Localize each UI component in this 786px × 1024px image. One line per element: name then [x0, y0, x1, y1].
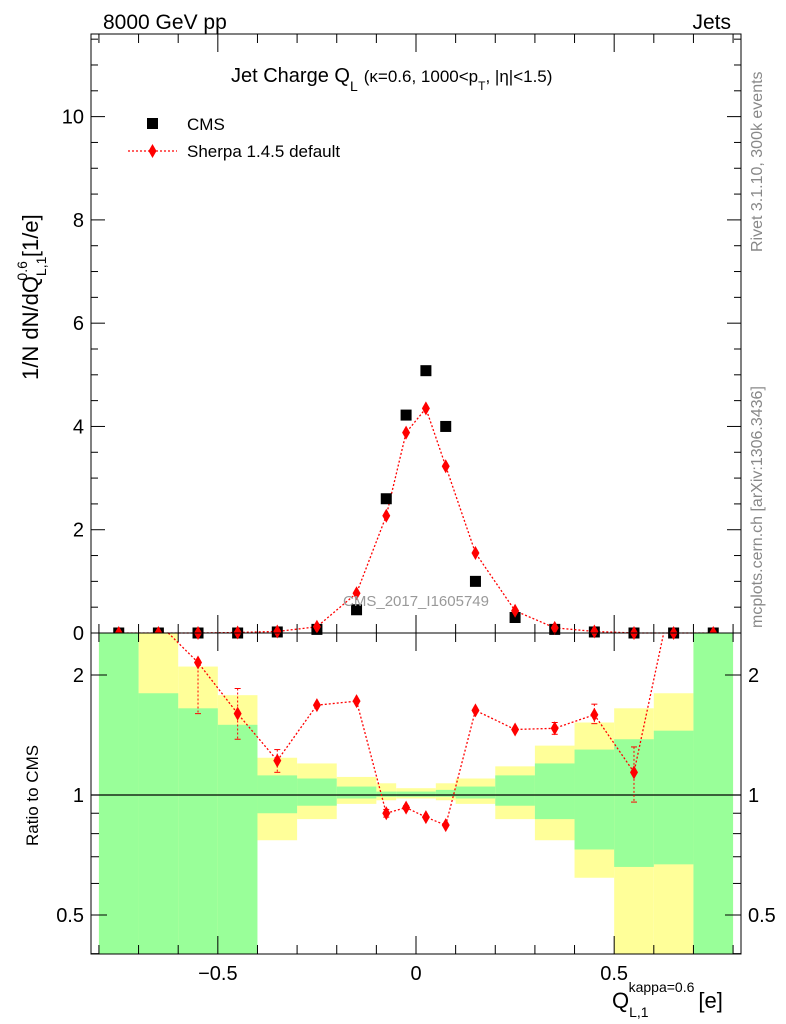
ratio-point — [471, 703, 480, 718]
ratio-point — [421, 810, 430, 825]
band-inner-bin — [178, 708, 218, 954]
main-y-tick-label: 0 — [73, 623, 84, 645]
ratio-point — [312, 698, 321, 713]
main-y-tick-labels: 0 2 4 6 8 10 — [62, 107, 84, 645]
sherpa-point — [471, 545, 480, 560]
sherpa-point — [273, 624, 282, 639]
band-inner-bin — [416, 791, 436, 797]
sherpa-point — [402, 425, 411, 440]
ratio-y-tick-labels: 0.5 0.5 1 1 2 2 — [56, 665, 776, 927]
ratio-y-tick-label: 1 — [73, 785, 84, 807]
ratio-point — [194, 655, 203, 670]
ratio-frame — [90, 632, 742, 955]
ratio-point — [233, 706, 242, 721]
sherpa-point — [352, 586, 361, 601]
band-inner-bin — [98, 633, 139, 954]
legend-marker-sherpa — [148, 144, 157, 158]
sherpa-point — [233, 625, 242, 640]
ratio-y-axis-label: Ratio to CMS — [23, 745, 42, 846]
main-y-tick-label: 4 — [73, 416, 84, 438]
x-tick-label: −0.5 — [198, 963, 237, 985]
main-y-axis-label: 1/N dN/dQL,10.6[1/e] — [14, 214, 49, 380]
band-inner-bin — [138, 693, 179, 954]
ratio-panel: 0.5 0.5 1 1 2 2 −0.5 0 0.5 Ratio to CMS QL,1kap… — [23, 632, 776, 1020]
main-y-tick-label: 2 — [73, 520, 84, 542]
cms-point — [440, 420, 452, 432]
ratio-point — [273, 753, 282, 768]
rivet-label: Rivet 3.1.10, 300k events — [749, 71, 766, 252]
main-panel: 0 2 4 6 8 10 Jet Charge QL (κ=0.6, 1000<pT, |η… — [14, 33, 742, 645]
band-inner-bin — [217, 724, 258, 954]
header-right: Jets — [692, 11, 731, 34]
cms-point — [380, 493, 392, 505]
mcplots-label: mcplots.cern.ch [arXiv:1306.3436] — [749, 386, 766, 628]
ratio-point — [511, 722, 520, 737]
ratio-y-tick-label: 2 — [73, 665, 84, 687]
chart-title: Jet Charge QL (κ=0.6, 1000<pT, |η|<1.5) — [231, 65, 552, 94]
band-inner-bin — [534, 763, 575, 820]
x-tick-label: 0 — [410, 963, 421, 985]
ratio-point — [352, 694, 361, 709]
ratio-line — [167, 632, 665, 827]
band-inner-bin — [614, 739, 654, 867]
legend-label-cms: CMS — [187, 115, 225, 134]
band-inner-bin — [435, 789, 456, 797]
ratio-axis-ticks — [91, 633, 741, 955]
main-y-tick-label: 10 — [62, 107, 84, 129]
band-inner-bin — [336, 786, 377, 799]
ratio-y-tick-label-right: 1 — [748, 785, 759, 807]
x-tick-label: 0.5 — [600, 963, 628, 985]
sherpa-point — [421, 401, 430, 416]
sherpa-point — [550, 620, 559, 635]
header-left: 8000 GeV pp — [103, 11, 227, 34]
ratio-point — [402, 800, 411, 815]
x-axis-label: QL,1kappa=0.6[e] — [612, 979, 723, 1020]
band-inner-bin — [653, 730, 694, 865]
main-y-tick-label: 8 — [73, 210, 84, 232]
ratio-point — [550, 721, 559, 736]
main-axis-ticks — [91, 34, 741, 634]
band-inner-bin — [257, 775, 298, 814]
legend: CMS Sherpa 1.4.5 default — [128, 115, 340, 161]
ratio-point — [590, 707, 599, 722]
cms-point — [469, 575, 481, 587]
ratio-x-tick-labels: −0.5 0 0.5 — [198, 963, 628, 985]
ratio-point — [441, 818, 450, 833]
band-inner-bin — [376, 791, 397, 797]
cms-point — [420, 365, 432, 377]
sherpa-point — [312, 619, 321, 634]
ratio-y-tick-label: 0.5 — [56, 905, 84, 927]
ratio-bands — [98, 633, 734, 954]
cms-point — [400, 409, 412, 421]
band-inner-bin — [693, 633, 734, 954]
ratio-point — [382, 806, 391, 821]
band-inner-bin — [574, 749, 615, 850]
legend-label-sherpa: Sherpa 1.4.5 default — [187, 142, 340, 161]
ratio-point — [629, 765, 638, 780]
ratio-data-marks — [167, 632, 665, 833]
watermark: CMS_2017_I1605749 — [343, 593, 489, 610]
band-inner-bin — [455, 786, 496, 799]
sherpa-point — [382, 508, 391, 523]
main-y-tick-label: 6 — [73, 313, 84, 335]
ratio-y-tick-label-right: 2 — [748, 665, 759, 687]
ratio-y-tick-label-right: 0.5 — [748, 905, 776, 927]
band-inner-bin — [297, 778, 337, 806]
sherpa-point — [511, 603, 520, 618]
sherpa-point — [590, 624, 599, 639]
cms-point — [351, 604, 363, 616]
band-inner-bin — [495, 775, 535, 806]
sherpa-point — [441, 459, 450, 474]
band-inner-bin — [396, 791, 416, 797]
legend-marker-cms — [147, 118, 158, 129]
